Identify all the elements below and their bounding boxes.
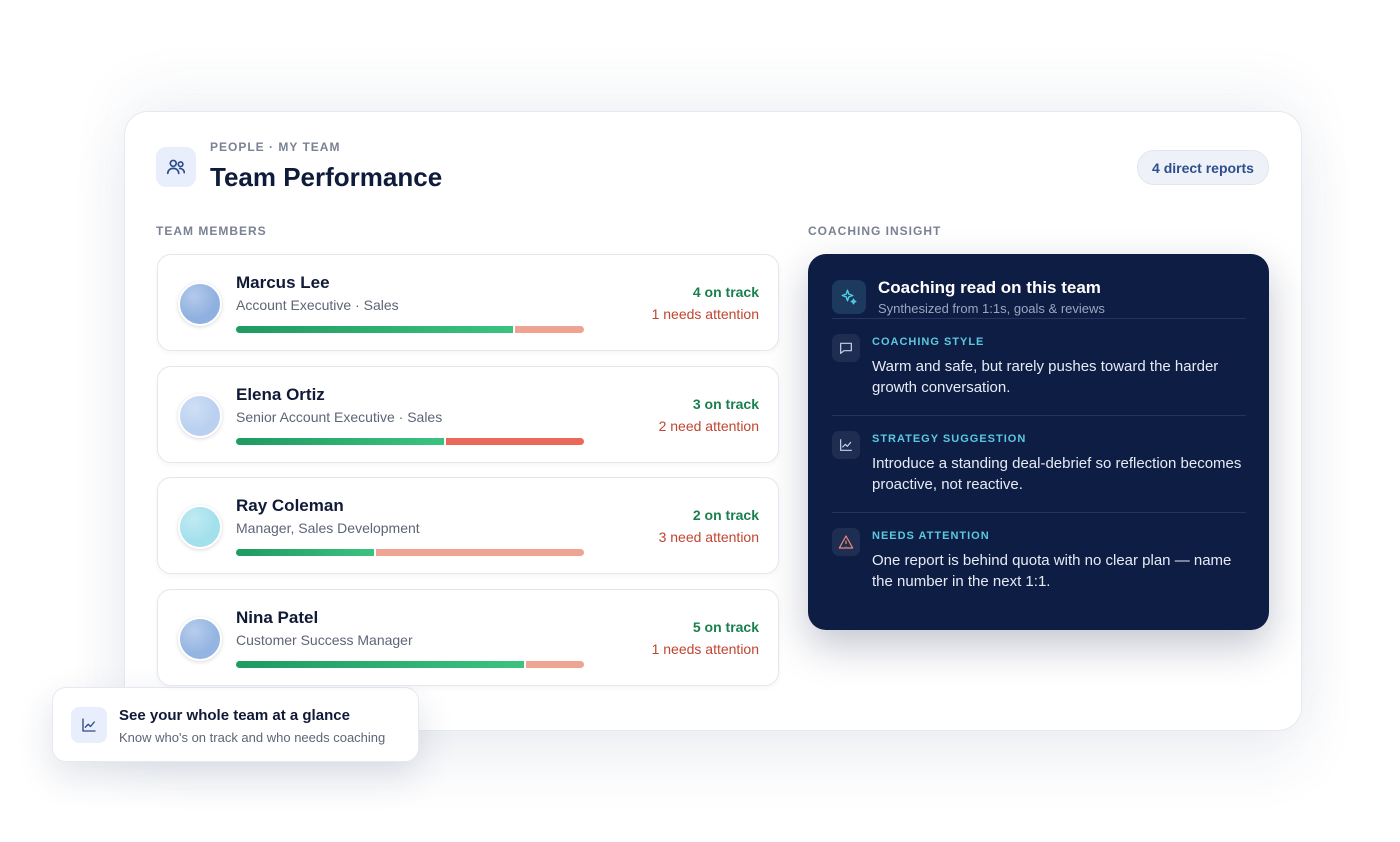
divider [832, 415, 1246, 416]
section-icon [832, 334, 860, 362]
section-label: TEAM MEMBERS [156, 224, 267, 238]
on-track-label: 2 on track [692, 507, 759, 523]
icon [166, 159, 186, 175]
avatar [178, 394, 222, 438]
divider [832, 318, 1246, 319]
on-track-bar [236, 326, 513, 333]
attention-bar [526, 661, 584, 668]
section-icon [832, 431, 860, 459]
on-track-bar [236, 661, 525, 668]
icon [838, 535, 854, 549]
chart-icon [71, 707, 107, 743]
attention-label: 1 needs attention [651, 306, 759, 322]
section-text: One report is behind quota with no clear… [872, 552, 1232, 590]
icon [840, 342, 852, 354]
section-label: COACHING INSIGHT [808, 224, 942, 238]
avatar [178, 282, 222, 326]
panel-subtitle: Synthesized from 1:1s, goals & reviews [878, 301, 1105, 316]
divider [832, 512, 1246, 513]
on-track-label: 4 on track [692, 284, 759, 300]
member-card[interactable]: Nina Patel Customer Success Manager 5 on t… [157, 589, 779, 686]
on-track-label: 5 on track [692, 619, 759, 635]
on-track-bar [236, 549, 375, 556]
icon [841, 289, 857, 305]
coaching-panel: Coaching read on this team Synthesized f… [808, 254, 1269, 630]
member-role: Manager, Sales Development [236, 520, 420, 536]
attention-bar [376, 549, 584, 556]
callout-subtitle: Know who's on track and who needs coachi… [119, 730, 386, 745]
page-title: Team Performance [210, 162, 443, 192]
sparkle-icon [832, 280, 866, 314]
member-name: Ray Coleman [236, 496, 344, 515]
section-label: STRATEGY SUGGESTION [872, 433, 1027, 445]
icon [840, 439, 852, 451]
member-name: Marcus Lee [236, 273, 330, 292]
member-card[interactable]: Ray Coleman Manager, Sales Development 2 o… [157, 477, 779, 574]
section-label: NEEDS ATTENTION [872, 530, 990, 542]
panel-title: Coaching read on this team [878, 278, 1101, 297]
on-track-label: 3 on track [692, 396, 759, 412]
section-icon [832, 528, 860, 556]
member-name: Elena Ortiz [236, 385, 325, 404]
attention-label: 3 need attention [658, 529, 759, 545]
on-track-bar [236, 438, 444, 445]
section-text: Warm and safe, but rarely pushes toward … [872, 358, 1219, 396]
eyebrow: PEOPLE · MY TEAM [210, 140, 341, 154]
member-role: Senior Account Executive · Sales [236, 409, 443, 425]
avatar [178, 617, 222, 661]
icon [82, 718, 96, 732]
member-card[interactable]: Elena Ortiz Senior Account Executive · Sa… [157, 366, 779, 463]
reports-badge[interactable]: 4 direct reports [1137, 150, 1269, 185]
member-name: Nina Patel [236, 608, 319, 627]
callout-title: See your whole team at a glance [119, 707, 350, 724]
team-icon [156, 147, 196, 187]
member-card[interactable]: Marcus Lee Account Executive · Sales 4 on … [157, 254, 779, 351]
attention-label: 1 needs attention [651, 641, 759, 657]
attention-bar [445, 438, 584, 445]
avatar [178, 505, 222, 549]
section-label: COACHING STYLE [872, 336, 985, 348]
attention-bar [514, 326, 584, 333]
member-role: Customer Success Manager [236, 632, 413, 648]
section-text: Introduce a standing deal-debrief so ref… [872, 455, 1242, 493]
attention-label: 2 need attention [658, 418, 759, 434]
callout-card: See your whole team at a glance Know who… [52, 687, 419, 762]
member-role: Account Executive · Sales [236, 297, 399, 313]
